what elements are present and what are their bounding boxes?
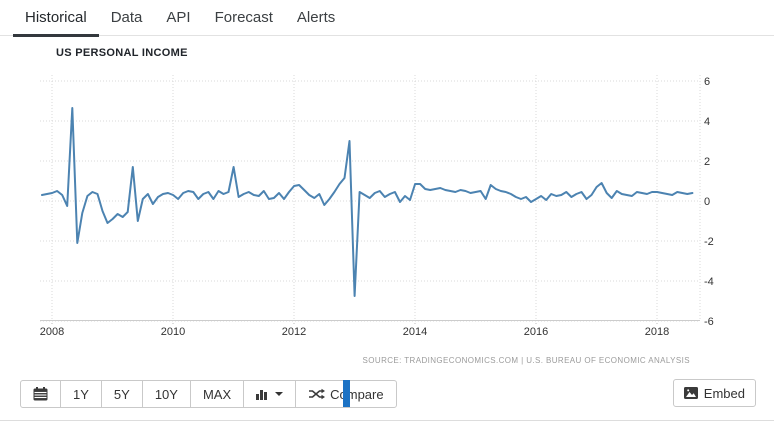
svg-text:-4: -4 [704,276,714,288]
compare-label: Compare [330,386,384,402]
chevron-down-icon [275,392,284,396]
embed-label: Embed [703,385,745,401]
svg-text:0: 0 [704,196,710,208]
range-5y-button[interactable]: 5Y [100,380,143,408]
bottom-divider [0,420,774,421]
calendar-button[interactable] [20,380,61,408]
svg-text:4: 4 [704,116,710,128]
tab-api[interactable]: API [166,9,191,26]
income-series-line [41,107,694,297]
tab-alerts[interactable]: Alerts [296,9,336,26]
range-max-button[interactable]: MAX [189,380,245,408]
shuffle-icon [308,388,326,400]
image-icon [683,387,698,399]
svg-text:-6: -6 [704,316,714,328]
tab-forecast[interactable]: Forecast [214,9,273,26]
svg-text:2010: 2010 [161,326,185,338]
active-range-indicator[interactable] [343,380,350,407]
tab-data[interactable]: Data [110,9,143,26]
tab-historical[interactable]: Historical [13,1,99,37]
range-10y-button[interactable]: 10Y [141,380,191,408]
svg-text:2: 2 [704,156,710,168]
svg-text:6: 6 [704,76,710,88]
line-chart[interactable]: 6 4 2 0 -2 -4 -6 2008 2010 2012 2014 2016 2018 [0,0,774,356]
x-axis-labels: 2008 2010 2012 2014 2016 2018 [40,326,669,338]
svg-text:2008: 2008 [40,326,64,338]
svg-text:2016: 2016 [524,326,548,338]
chart-title: US PERSONAL INCOME [56,47,188,59]
calendar-icon [33,387,48,401]
source-credit: SOURCE: TRADINGECONOMICS.COM | U.S. BURE… [362,356,690,365]
svg-text:2014: 2014 [403,326,427,338]
svg-text:2018: 2018 [645,326,669,338]
svg-text:-2: -2 [704,236,714,248]
chart-type-dropdown[interactable] [243,380,297,408]
embed-button[interactable]: Embed [672,379,756,407]
svg-text:2012: 2012 [282,326,306,338]
chart-toolbar: 1Y 5Y 10Y MAX Compa [20,380,397,408]
bar-chart-icon [256,389,268,400]
y-axis-labels: 6 4 2 0 -2 -4 -6 [704,76,714,328]
axes [40,320,700,324]
tab-bar: Historical Data API Forecast Alerts [0,0,774,37]
range-1y-button[interactable]: 1Y [60,380,102,408]
